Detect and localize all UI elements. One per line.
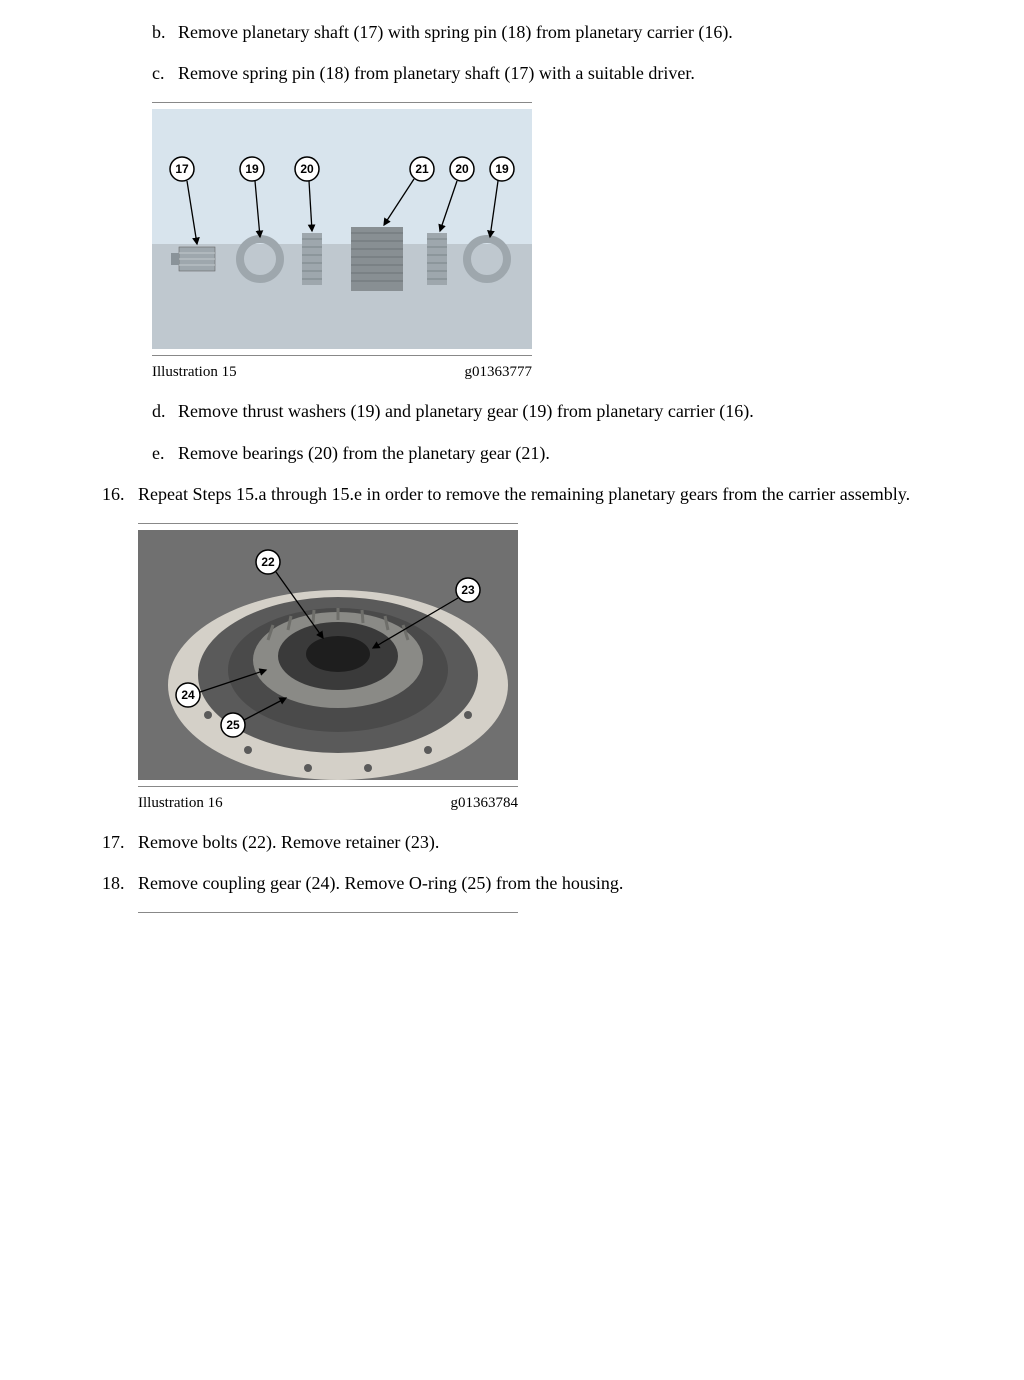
step-d: d. Remove thrust washers (19) and planet… — [152, 399, 962, 424]
svg-text:22: 22 — [261, 555, 275, 569]
svg-text:23: 23 — [461, 583, 475, 597]
svg-text:25: 25 — [226, 718, 240, 732]
svg-text:19: 19 — [495, 162, 509, 176]
step-e-text: Remove bearings (20) from the planetary … — [178, 441, 550, 466]
step-b: b. Remove planetary shaft (17) with spri… — [152, 20, 962, 45]
svg-text:20: 20 — [300, 162, 314, 176]
step-b-marker: b. — [152, 20, 178, 45]
fig-rule — [152, 355, 532, 356]
illustration-15: 17 19 20 21 20 19 Illustr — [152, 102, 532, 383]
step-e-marker: e. — [152, 441, 178, 466]
step-17-marker: 17. — [102, 830, 138, 855]
step-18-text: Remove coupling gear (24). Remove O-ring… — [138, 871, 623, 896]
step-16-marker: 16. — [102, 482, 138, 507]
trailing-rule — [138, 912, 518, 913]
step-e: e. Remove bearings (20) from the planeta… — [152, 441, 962, 466]
step-16: 16. Repeat Steps 15.a through 15.e in or… — [102, 482, 962, 507]
step-18: 18. Remove coupling gear (24). Remove O-… — [102, 871, 962, 896]
step-17: 17. Remove bolts (22). Remove retainer (… — [102, 830, 962, 855]
step-c: c. Remove spring pin (18) from planetary… — [152, 61, 962, 86]
svg-text:20: 20 — [455, 162, 469, 176]
step-17-text: Remove bolts (22). Remove retainer (23). — [138, 830, 439, 855]
fig-rule — [138, 786, 518, 787]
step-16-text: Repeat Steps 15.a through 15.e in order … — [138, 482, 910, 507]
svg-text:17: 17 — [175, 162, 189, 176]
step-c-text: Remove spring pin (18) from planetary sh… — [178, 61, 695, 86]
illustration-16-image: 22 23 24 25 — [138, 530, 518, 780]
illustration-15-image: 17 19 20 21 20 19 — [152, 109, 532, 349]
fig-rule — [138, 912, 518, 913]
svg-text:24: 24 — [181, 688, 195, 702]
step-18-marker: 18. — [102, 871, 138, 896]
illustration-16: 22 23 24 25 Illustration 16 g01363784 — [138, 523, 518, 814]
fig-rule — [138, 523, 518, 524]
step-c-marker: c. — [152, 61, 178, 86]
step-d-marker: d. — [152, 399, 178, 424]
step-b-text: Remove planetary shaft (17) with spring … — [178, 20, 733, 45]
fig-rule — [152, 102, 532, 103]
illustration-16-id: g01363784 — [451, 793, 519, 814]
illustration-16-label: Illustration 16 — [138, 793, 223, 814]
svg-text:19: 19 — [245, 162, 259, 176]
step-d-text: Remove thrust washers (19) and planetary… — [178, 399, 754, 424]
illustration-15-id: g01363777 — [465, 362, 533, 383]
illustration-15-label: Illustration 15 — [152, 362, 237, 383]
svg-text:21: 21 — [415, 162, 429, 176]
